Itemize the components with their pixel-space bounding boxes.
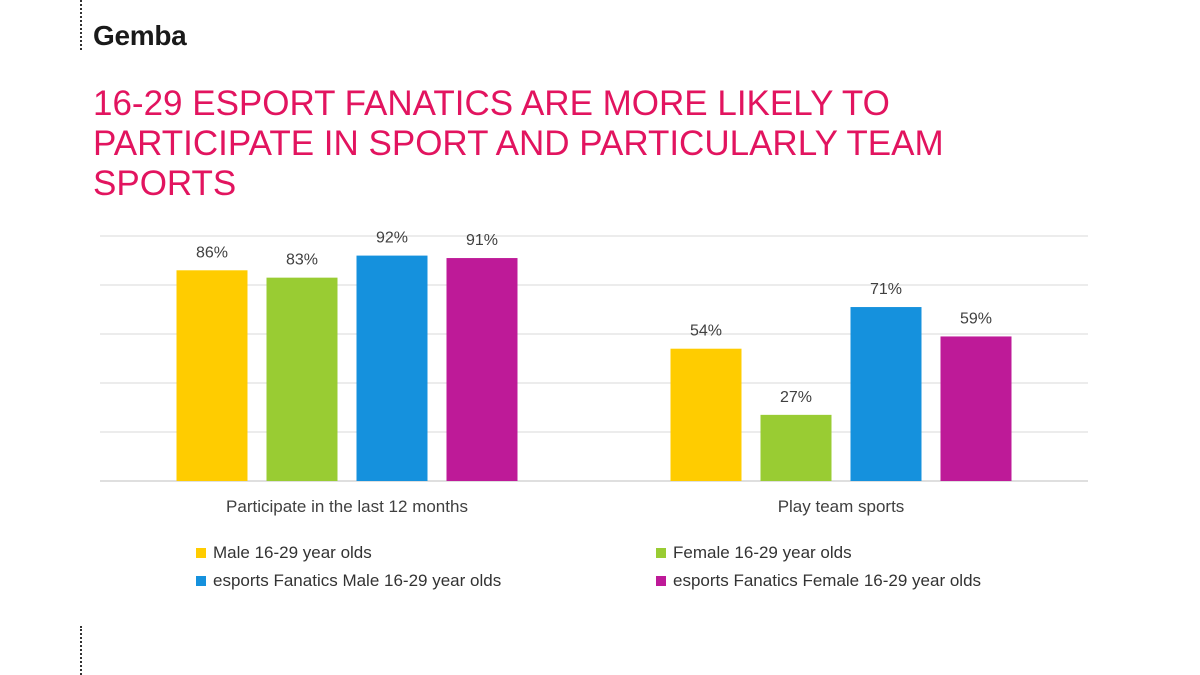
data-label: 83% [286, 252, 318, 269]
category-label: Participate in the last 12 months [226, 497, 468, 516]
data-label: 71% [870, 281, 902, 298]
chart-legend: Male 16-29 year olds Female 16-29 year o… [196, 543, 1056, 591]
data-label: 86% [196, 244, 228, 261]
legend-label-female: Female 16-29 year olds [673, 543, 852, 562]
legend-swatch-esports-female [656, 576, 666, 586]
bar [940, 336, 1012, 481]
data-label: 91% [466, 232, 498, 249]
legend-item-male: Male 16-29 year olds [196, 543, 656, 563]
data-label: 92% [376, 230, 408, 247]
legend-item-esports-male: esports Fanatics Male 16-29 year olds [196, 571, 656, 591]
legend-swatch-male [196, 548, 206, 558]
legend-label-esports-female: esports Fanatics Female 16-29 year olds [673, 571, 982, 590]
legend-item-female: Female 16-29 year olds [656, 543, 1056, 563]
data-label: 54% [690, 323, 722, 340]
slide-title: 16-29 ESPORT FANATICS ARE MORE LIKELY TO… [93, 84, 944, 203]
bar [356, 255, 428, 481]
bar [670, 348, 742, 481]
dotted-divider-bottom [80, 626, 82, 675]
dotted-divider-top [80, 0, 82, 50]
bar [760, 414, 832, 481]
bar [850, 307, 922, 481]
legend-label-male: Male 16-29 year olds [213, 543, 372, 562]
legend-item-esports-female: esports Fanatics Female 16-29 year olds [656, 571, 1056, 591]
legend-swatch-esports-male [196, 576, 206, 586]
brand-logo: Gemba [93, 20, 187, 51]
bar [446, 258, 518, 481]
bar [176, 270, 248, 481]
bar [266, 277, 338, 481]
category-label: Play team sports [778, 497, 905, 516]
legend-swatch-female [656, 548, 666, 558]
data-label: 27% [780, 389, 812, 406]
legend-label-esports-male: esports Fanatics Male 16-29 year olds [213, 571, 502, 590]
data-label: 59% [960, 310, 992, 327]
